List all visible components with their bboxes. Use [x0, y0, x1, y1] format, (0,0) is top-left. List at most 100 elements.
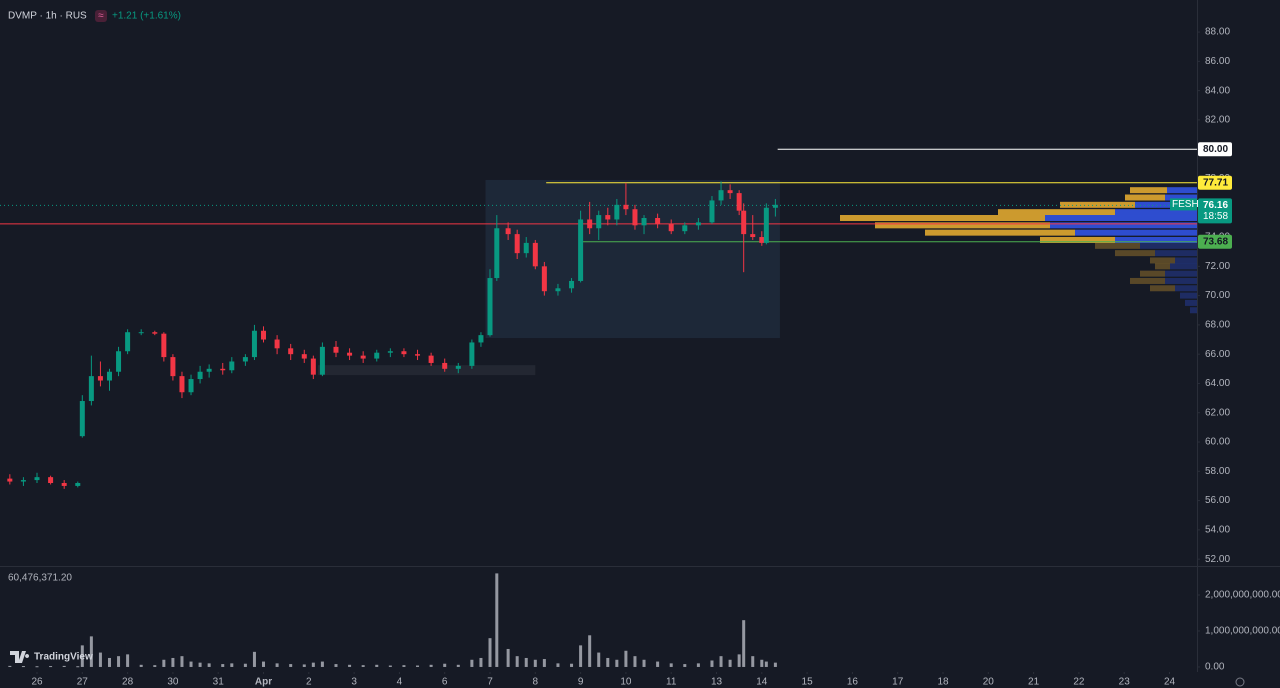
level-label-box — [1198, 142, 1232, 157]
x-tick-label: 14 — [756, 677, 768, 688]
x-tick-label: 6 — [442, 677, 448, 688]
candle-body — [360, 355, 366, 359]
candle-body — [374, 352, 380, 359]
volume-bar — [302, 664, 306, 667]
candle-body — [736, 193, 742, 211]
profile-up — [1180, 292, 1197, 299]
candle-body — [347, 352, 353, 356]
x-tick-label: 3 — [351, 677, 357, 688]
volume-bar — [773, 662, 777, 667]
logo-icon — [10, 651, 30, 663]
candle-body — [79, 401, 85, 437]
chart-title: DVMP · 1h · RUS — [8, 11, 87, 22]
profile-up — [1175, 285, 1197, 292]
volume-bar — [624, 650, 628, 667]
volume-bar — [334, 664, 338, 667]
volume-bar — [742, 620, 746, 667]
profile-down — [925, 229, 1075, 236]
volume-tick-label: 0.00 — [1205, 662, 1225, 673]
candle-body — [206, 368, 212, 372]
profile-down — [875, 222, 1050, 229]
candle-body — [523, 242, 529, 254]
profile-up — [1165, 277, 1197, 284]
candle-body — [727, 190, 733, 194]
candle-body — [682, 225, 688, 232]
x-tick-label: 8 — [533, 677, 539, 688]
volume-bar — [579, 645, 583, 667]
candle-body — [578, 219, 584, 281]
candle-body — [61, 483, 67, 486]
candle-body — [170, 357, 176, 377]
volume-bar — [402, 665, 406, 667]
volume-bar — [320, 661, 324, 667]
profile-up — [1165, 194, 1197, 201]
volume-bar — [719, 656, 723, 667]
volume-bar — [495, 573, 499, 667]
volume-bar — [243, 663, 247, 667]
candle-body — [152, 332, 158, 334]
profile-down — [1140, 270, 1165, 277]
x-tick-label: 26 — [31, 677, 43, 688]
profile-up — [1165, 270, 1197, 277]
profile-up — [1175, 257, 1197, 264]
volume-bar — [107, 657, 111, 667]
candle-body — [555, 288, 561, 292]
x-tick-label: 24 — [1164, 677, 1176, 688]
profile-down — [1155, 263, 1170, 270]
y-tick-label: 56.00 — [1205, 495, 1230, 506]
x-tick-label: 17 — [892, 677, 904, 688]
profile-up — [1155, 250, 1197, 257]
candle-body — [718, 190, 724, 201]
y-tick-label: 58.00 — [1205, 466, 1230, 477]
volume-tick-label: 2,000,000,000.00 — [1205, 590, 1280, 601]
volume-bar — [728, 659, 732, 667]
volume-bar — [275, 663, 279, 667]
volume-bar — [642, 659, 646, 667]
candle-body — [251, 330, 257, 358]
x-tick-label: 21 — [1028, 677, 1040, 688]
volume-bar — [348, 664, 352, 667]
x-tick-label: 18 — [937, 677, 949, 688]
volume-bar — [117, 656, 121, 667]
zone — [317, 365, 536, 376]
candle-body — [569, 280, 575, 289]
candle-body — [709, 200, 715, 223]
x-tick-label: 16 — [847, 677, 859, 688]
profile-up — [1115, 236, 1197, 243]
level-label-box — [1198, 234, 1232, 249]
candle-body — [333, 346, 339, 353]
x-tick-label: 31 — [213, 677, 225, 688]
volume-bar — [221, 664, 225, 667]
profile-down — [998, 209, 1115, 216]
volume-bar — [683, 664, 687, 667]
level-label: 73.68 — [1203, 236, 1228, 247]
volume-bar — [230, 663, 234, 667]
profile-down — [1150, 257, 1175, 264]
profile-up — [1140, 242, 1197, 249]
volume-bar — [361, 665, 365, 667]
candle-body — [401, 351, 407, 355]
y-tick-label: 66.00 — [1205, 349, 1230, 360]
candle-body — [695, 222, 701, 226]
x-tick-label: 9 — [578, 677, 584, 688]
settings-button[interactable] — [1235, 677, 1245, 687]
profile-up — [1170, 263, 1197, 270]
logo-text: TradingView — [34, 652, 93, 663]
volume-bar — [153, 665, 157, 667]
volume-bar — [570, 663, 574, 667]
candle-body — [532, 242, 538, 267]
profile-up — [1167, 187, 1197, 194]
volume-bar — [470, 659, 474, 667]
volume-bar — [656, 661, 660, 667]
x-tick-label: Apr — [255, 677, 272, 688]
volume-bar — [737, 654, 741, 667]
candle-body — [75, 483, 81, 486]
y-tick-label: 68.00 — [1205, 320, 1230, 331]
profile-up — [1185, 299, 1197, 306]
zone — [485, 179, 780, 339]
volume-bar — [171, 657, 175, 667]
candle-body — [387, 351, 393, 353]
volume-bar — [139, 664, 143, 667]
profile-down — [1060, 201, 1135, 208]
